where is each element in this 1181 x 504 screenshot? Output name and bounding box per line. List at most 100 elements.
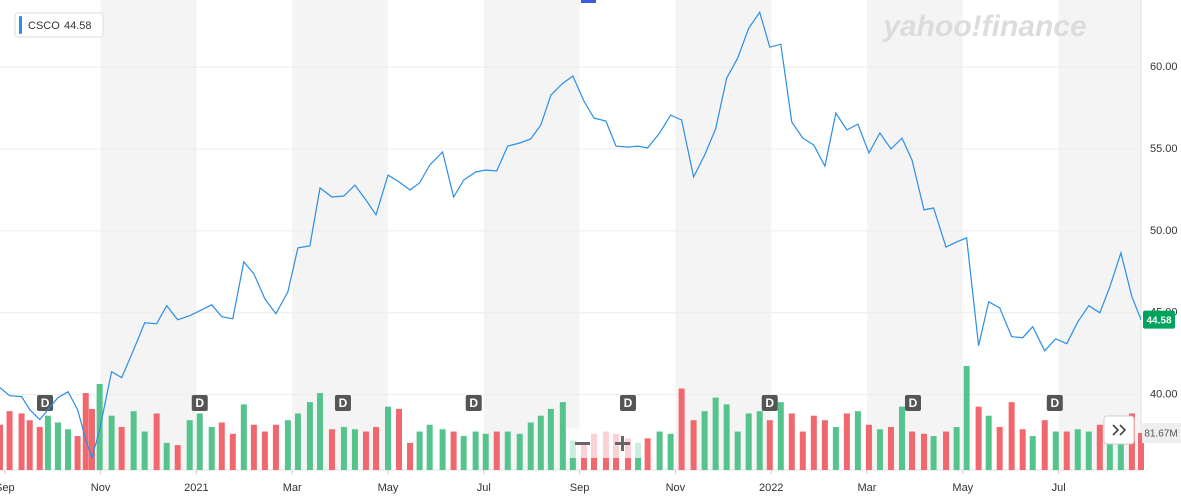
volume-bar: [65, 429, 72, 470]
volume-bar: [701, 411, 708, 470]
volume-bar: [384, 406, 391, 470]
zoom-out[interactable]: [575, 442, 590, 445]
price-line: [0, 10, 1142, 460]
volume-bar: [1096, 424, 1103, 470]
volume-bar: [756, 411, 763, 470]
x-tick-label: 2022: [759, 482, 783, 494]
volume-bar: [504, 431, 511, 470]
volume-bar: [943, 431, 950, 470]
shaded-band: [292, 0, 388, 470]
volume-bar: [1052, 431, 1059, 470]
volume-bar: [678, 388, 685, 470]
range-handle[interactable]: [581, 0, 596, 3]
scroll-button[interactable]: [1103, 415, 1135, 445]
volume-bar: [963, 365, 970, 470]
volume-bar: [930, 436, 937, 470]
x-tick-label: Sep: [570, 482, 590, 494]
volume-bar: [54, 422, 61, 470]
volume-bar: [690, 420, 697, 470]
volume-bar: [196, 413, 203, 470]
volume-bar: [876, 429, 883, 470]
dividend-box: [334, 395, 351, 411]
volume-bar: [547, 408, 554, 470]
price-tag-label: 44.58: [1146, 315, 1171, 326]
x-tick-label: Nov: [91, 482, 111, 494]
legend-box: [14, 12, 104, 38]
volume-bar: [777, 402, 784, 470]
price-tag: [1143, 310, 1175, 329]
volume-bar: [229, 433, 236, 470]
dividend-label: D: [1050, 396, 1059, 410]
volume-bar: [294, 413, 301, 470]
x-tick-label: Mar: [858, 482, 877, 494]
volume-bar: [1138, 433, 1144, 470]
volume-bar: [174, 445, 181, 470]
shaded-band: [867, 0, 963, 470]
volume-bar: [799, 431, 806, 470]
volume-bar: [482, 433, 489, 470]
price-layer: 44.58 81.67M: [0, 10, 1181, 460]
volume-bar: [975, 406, 982, 470]
volume-bar: [186, 420, 193, 470]
volume-bar: [82, 393, 89, 470]
volume-bar: [996, 427, 1003, 470]
y-tick-label: 50.00: [1150, 225, 1178, 237]
volume-bar: [460, 436, 467, 470]
volume-bar: [667, 433, 674, 470]
volume-bar: [316, 393, 323, 470]
volume-bar: [250, 424, 257, 470]
volume-bar: [516, 433, 523, 470]
volume-bar: [766, 420, 773, 470]
y-tick-label: 60.00: [1150, 61, 1178, 73]
volume-bar: [208, 427, 215, 470]
x-tick-label: 2021: [184, 482, 208, 494]
volume-bar: [108, 415, 115, 470]
volume-bar: [351, 429, 358, 470]
dividend-label: D: [909, 396, 918, 410]
volume-bar: [240, 404, 247, 470]
volume-bar: [0, 424, 3, 470]
dividend-label: D: [624, 396, 633, 410]
zoom-in[interactable]: [615, 436, 630, 451]
dividend-label: D: [41, 396, 50, 410]
dividend-box: [37, 395, 54, 411]
volume-bar: [1063, 431, 1070, 470]
volume-bar: [218, 422, 225, 470]
y-tick-label: 40.00: [1150, 389, 1178, 401]
x-tick-label: Jul: [477, 482, 491, 494]
volume-bar: [426, 424, 433, 470]
volume-bar: [843, 413, 850, 470]
volume-bar: [921, 433, 928, 470]
legend-swatch: [19, 16, 22, 34]
volume-bar: [745, 413, 752, 470]
volume-bar: [261, 431, 268, 470]
shaded-band: [1058, 0, 1141, 470]
volume-bar: [74, 436, 81, 470]
volume-bar: [36, 427, 43, 470]
volume-bar: [527, 422, 534, 470]
volume-bar: [272, 424, 279, 470]
volume-tag: [1142, 423, 1181, 444]
shaded-band: [483, 0, 580, 470]
volume-bar: [821, 420, 828, 470]
dividend-label: D: [339, 396, 348, 410]
volume-bar: [118, 427, 125, 470]
logo: yahoo!finance: [881, 10, 1086, 43]
volume-bar: [439, 429, 446, 470]
dividend-box: [191, 395, 208, 411]
x-tick-label: Sep: [0, 482, 15, 494]
y-tick-label: 55.00: [1150, 143, 1178, 155]
volume-bar: [656, 431, 663, 470]
dividend-box: [1046, 395, 1063, 411]
volume-bar: [734, 431, 741, 470]
dividend-box: [465, 395, 482, 411]
background: 40.0045.0050.0055.0060.00SepNov2021MarMa…: [0, 0, 1178, 494]
x-tick-label: May: [378, 482, 399, 494]
volume-bar: [644, 438, 651, 470]
volume-bar: [88, 408, 95, 470]
dividend-box: [761, 395, 778, 411]
x-tick-label: May: [952, 482, 973, 494]
volume-bar: [898, 406, 905, 470]
